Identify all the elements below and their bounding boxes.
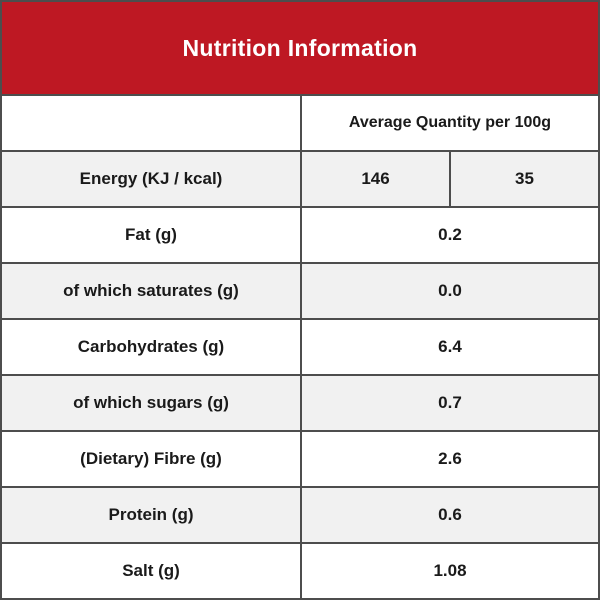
row-value: 1.08	[300, 544, 598, 598]
row-label: Energy (KJ / kcal)	[79, 169, 223, 188]
table-row-fibre: (Dietary) Fibre (g) 2.6	[2, 430, 598, 486]
table-row-protein: Protein (g) 0.6	[2, 486, 598, 542]
table-row-energy: Energy (KJ / kcal) 146 35	[2, 150, 598, 206]
row-value: 0.0	[300, 264, 598, 318]
row-label: Carbohydrates (g)	[77, 337, 225, 356]
row-value-kcal: 35	[449, 152, 598, 206]
row-label: of which sugars (g)	[73, 393, 229, 412]
table-row-carbohydrates: Carbohydrates (g) 6.4	[2, 318, 598, 374]
row-label: Fat (g)	[125, 225, 177, 244]
row-value-kj: 146	[300, 152, 449, 206]
table-row-salt: Salt (g) 1.08	[2, 542, 598, 598]
row-value: 0.2	[300, 208, 598, 262]
row-value: 0.7	[300, 376, 598, 430]
column-header: Average Quantity per 100g	[300, 96, 598, 150]
row-value: 6.4	[300, 320, 598, 374]
row-value: 0.6	[300, 488, 598, 542]
panel-title-banner: Nutrition Information	[2, 2, 598, 94]
table-row-sugars: of which sugars (g) 0.7	[2, 374, 598, 430]
row-label: of which saturates (g)	[63, 281, 239, 300]
table-row-fat: Fat (g) 0.2	[2, 206, 598, 262]
row-value: 2.6	[300, 432, 598, 486]
panel-title: Nutrition Information	[182, 34, 418, 61]
empty-corner-cell	[2, 96, 300, 150]
table-header-row: Average Quantity per 100g	[2, 94, 598, 150]
row-label: Protein (g)	[108, 505, 194, 524]
table-row-saturates: of which saturates (g) 0.0	[2, 262, 598, 318]
row-label: (Dietary) Fibre (g)	[80, 449, 222, 468]
row-label: Salt (g)	[122, 561, 180, 580]
